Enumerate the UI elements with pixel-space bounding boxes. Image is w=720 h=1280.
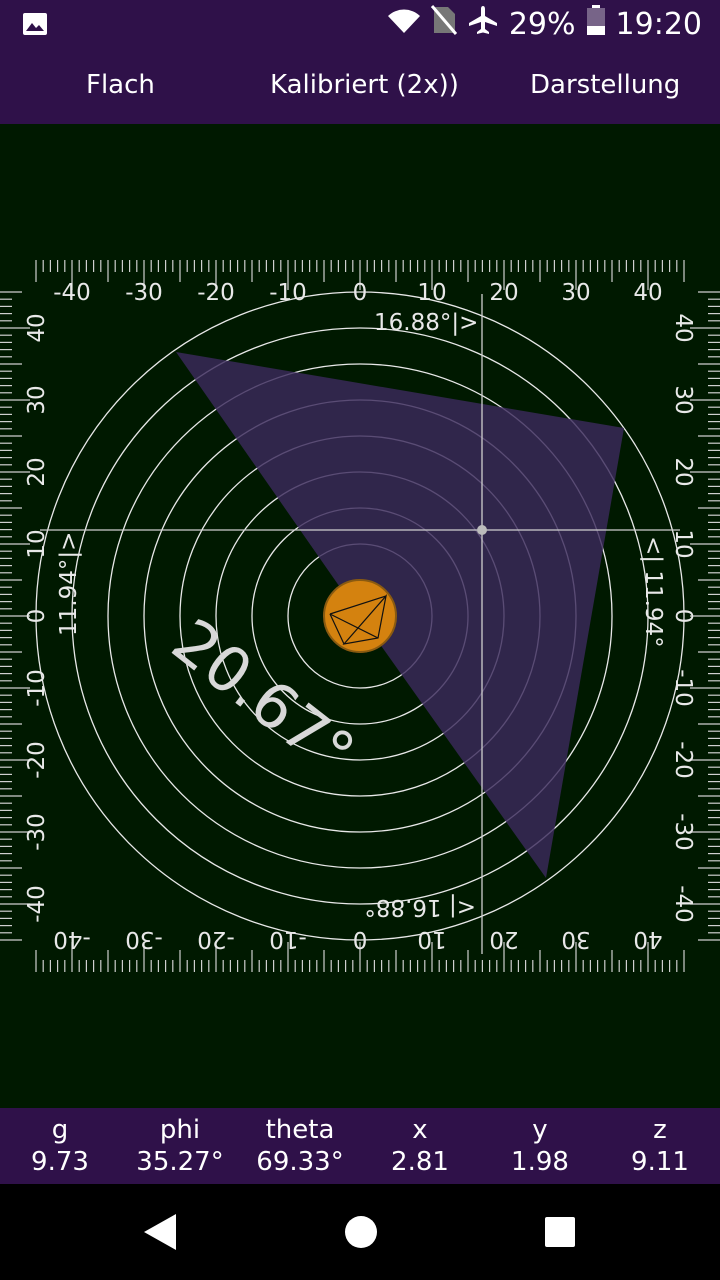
readout-theta: theta 69.33° <box>256 1115 344 1177</box>
scale-label-top: 0 <box>353 280 368 306</box>
level-canvas[interactable]: -40 -40 -40 -40 -30 -30 -30 -30 -20 -20 -20 -20 -10-… <box>0 124 720 1108</box>
right-readout: <| 11.94° <box>640 536 666 648</box>
menu-item-display[interactable]: Darstellung <box>530 70 681 100</box>
scale-label-left: 20 <box>24 457 50 486</box>
home-icon[interactable] <box>344 1212 378 1256</box>
level-bubble[interactable] <box>323 579 397 653</box>
scale-label-right: 30 <box>670 385 696 414</box>
scale-label-bottom: 20 <box>489 926 518 952</box>
navigation-bar <box>0 1184 720 1280</box>
recents-icon[interactable] <box>544 1212 576 1256</box>
sensor-readouts: g 9.73 phi 35.27° theta 69.33° x 2.81 y 1.98 … <box>0 1108 720 1184</box>
top-readout: 16.88°|> <box>374 310 478 336</box>
scale-label-right: -20 <box>670 741 696 779</box>
airplane-icon <box>467 4 499 44</box>
scale-label-bottom: -10 <box>269 926 307 952</box>
no-sim-icon <box>430 5 457 43</box>
scale-label-right: -30 <box>670 813 696 851</box>
scale-label-top: 20 <box>489 280 518 306</box>
scale-label-right: -10 <box>670 669 696 707</box>
battery-icon <box>586 5 606 43</box>
scale-label-left: -40 <box>24 885 50 923</box>
readout-z: z 9.11 <box>631 1115 689 1177</box>
scale-label-top: 10 <box>417 280 446 306</box>
wifi-icon <box>387 7 421 42</box>
scale-label-left: -30 <box>24 813 50 851</box>
readout-y: y 1.98 <box>511 1115 569 1177</box>
scale-label-top: -10 <box>269 280 307 306</box>
clock: 19:20 <box>615 6 702 42</box>
battery-percent: 29% <box>508 6 576 42</box>
back-icon[interactable] <box>142 1212 178 1256</box>
scale-ring <box>107 363 613 869</box>
scale-label-bottom: 10 <box>417 926 446 952</box>
readout-x: x 2.81 <box>391 1115 449 1177</box>
scale-label-top: -40 <box>53 280 91 306</box>
scale-label-left: -10 <box>24 669 50 707</box>
scale-label-left: 30 <box>24 385 50 414</box>
scale-ring <box>35 291 685 941</box>
scale-label-right: -40 <box>670 885 696 923</box>
scale-label-bottom: -20 <box>197 926 235 952</box>
tilt-wedge <box>176 352 624 878</box>
scale-label-top: 30 <box>561 280 590 306</box>
scale-label-top: -30 <box>125 280 163 306</box>
crosshair-center <box>477 525 487 535</box>
scale-label-bottom: -40 <box>53 926 91 952</box>
scale-label-bottom: 30 <box>561 926 590 952</box>
bottom-readout: <| 16.88° <box>364 894 476 920</box>
readout-g: g 9.73 <box>31 1115 89 1177</box>
left-readout: 11.94°|> <box>56 532 82 636</box>
scale-label-right: 0 <box>670 609 696 624</box>
scale-label-bottom: 40 <box>633 926 662 952</box>
menu-item-flach[interactable]: Flach <box>86 70 155 100</box>
menu-item-calibrated[interactable]: Kalibriert (2x)) <box>270 70 459 100</box>
scale-ring <box>71 327 649 905</box>
scale-label-top: -20 <box>197 280 235 306</box>
scale-label-bottom: 0 <box>353 926 368 952</box>
scale-label-bottom: -30 <box>125 926 163 952</box>
image-icon <box>22 12 48 40</box>
scale-label-right: 40 <box>670 313 696 342</box>
scale-label-left: 0 <box>24 609 50 624</box>
menu-bar: Flach Kalibriert (2x)) Darstellung <box>0 48 720 124</box>
scale-label-top: 40 <box>633 280 662 306</box>
scale-label-right: 10 <box>670 529 696 558</box>
scale-label-left: 40 <box>24 313 50 342</box>
status-bar: 29% 19:20 <box>0 0 720 48</box>
scale-label-left: -20 <box>24 741 50 779</box>
scale-label-left: 10 <box>24 529 50 558</box>
readout-phi: phi 35.27° <box>136 1115 224 1177</box>
scale-label-right: 20 <box>670 457 696 486</box>
